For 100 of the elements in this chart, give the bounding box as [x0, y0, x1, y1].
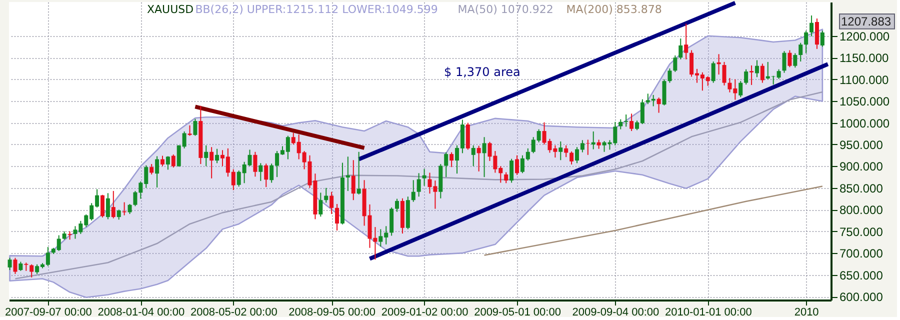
x-tick-label: 2009-01-02 00:00	[381, 306, 468, 318]
candlestick	[684, 23, 688, 60]
candlestick	[820, 30, 824, 48]
candlestick	[750, 64, 754, 86]
candlestick	[624, 114, 628, 128]
candlestick	[738, 80, 743, 98]
y-tick-label: 1200.000	[840, 29, 890, 44]
candlestick	[356, 151, 361, 195]
candlestick	[766, 61, 770, 80]
candlestick	[662, 78, 666, 106]
candlestick	[122, 202, 126, 216]
candlestick	[810, 14, 814, 37]
candlestick	[515, 154, 520, 176]
candlestick	[444, 152, 448, 178]
candlestick	[264, 163, 268, 188]
y-tick-label: 600.000	[840, 290, 884, 304]
candlestick	[188, 124, 192, 136]
candlestick	[504, 172, 508, 184]
x-tick-label: 2010-01-01 00:00	[664, 306, 752, 318]
candlestick	[450, 152, 454, 168]
candlestick	[318, 192, 323, 218]
candlestick	[782, 50, 786, 74]
candlestick	[13, 257, 18, 274]
candlestick	[630, 113, 634, 132]
candlestick	[422, 168, 426, 186]
candlestick	[133, 190, 138, 207]
candlestick	[160, 155, 164, 167]
candlestick	[814, 18, 819, 50]
candlestick	[722, 61, 726, 86]
candlestick	[155, 156, 160, 188]
candlestick	[210, 146, 214, 179]
candlestick	[711, 61, 716, 84]
candlestick	[673, 54, 678, 72]
annotation: $ 1,370 area	[444, 65, 520, 79]
candlestick	[656, 97, 661, 114]
candlestick	[390, 206, 394, 236]
candlestick	[204, 144, 208, 167]
y-tick-label: 1000.000	[840, 116, 890, 130]
candlestick	[596, 139, 601, 150]
candlestick	[471, 144, 476, 167]
candlestick	[150, 164, 154, 175]
candlestick	[411, 180, 416, 202]
y-tick-label: 1100.000	[840, 72, 889, 87]
y-tick-label: 750.000	[840, 224, 884, 239]
chart-title: XAUUSD	[147, 3, 194, 16]
legend-label: BB(26,2) UPPER:1215.112 LOWER:1049.599	[195, 3, 438, 16]
candlestick	[8, 257, 12, 271]
y-tick-label: 1150.000	[840, 51, 889, 66]
y-tick-label: 900.000	[840, 160, 884, 174]
candlestick	[668, 68, 672, 84]
x-tick-label: 2009-09-04 00:00	[572, 306, 660, 318]
candlestick	[416, 172, 421, 198]
candlestick	[324, 187, 328, 204]
text: 1207.883	[841, 14, 892, 28]
candlestick	[482, 136, 486, 178]
x-tick-label: 2010	[794, 306, 819, 318]
candlestick	[476, 145, 481, 172]
x-tick-label: 2008-01-04 00:00	[98, 306, 185, 318]
candlestick	[24, 262, 28, 272]
y-tick-label: 1050.000	[840, 94, 890, 109]
x-tick-label: 2007-09-07 00:00	[5, 306, 92, 318]
candlestick	[564, 144, 568, 158]
candlestick	[253, 151, 258, 178]
candlestick	[116, 209, 121, 220]
candlestick	[586, 139, 590, 156]
candlestick	[335, 203, 340, 231]
candlestick	[788, 50, 792, 68]
candlestick	[776, 68, 781, 80]
y-tick-label: 700.000	[840, 246, 884, 261]
line-series	[484, 186, 824, 256]
y-tick-label: 650.000	[840, 268, 884, 282]
candlestick	[510, 158, 514, 184]
candlestick	[106, 192, 110, 220]
candlestick	[258, 162, 263, 182]
candlestick	[111, 190, 116, 219]
candlestick	[558, 140, 563, 161]
candlestick	[330, 191, 334, 214]
candlestick	[193, 118, 198, 136]
candlestick	[580, 140, 584, 153]
candlestick	[215, 148, 220, 164]
candlestick	[678, 38, 683, 60]
x-tick-label: 2008-09-05 00:00	[288, 306, 376, 318]
candlestick	[466, 122, 470, 150]
candlestick	[793, 52, 798, 68]
candlestick	[760, 63, 764, 84]
x-tick-label: 2008-05-02 00:00	[190, 306, 278, 318]
candlestick	[171, 154, 176, 168]
y-tick-label: 950.000	[840, 138, 884, 152]
candlestick	[798, 42, 803, 62]
candlestick	[591, 130, 596, 150]
candlestick	[754, 60, 759, 78]
candlestick	[395, 198, 400, 212]
candlestick	[351, 160, 356, 201]
candlestick	[804, 30, 808, 54]
candlestick	[570, 150, 574, 165]
y-tick-label: 850.000	[840, 181, 884, 196]
text: MA(200) 853.878	[566, 3, 662, 16]
y-tick-label: 800.000	[840, 203, 884, 218]
candlestick	[166, 156, 170, 170]
candlestick	[618, 118, 623, 130]
